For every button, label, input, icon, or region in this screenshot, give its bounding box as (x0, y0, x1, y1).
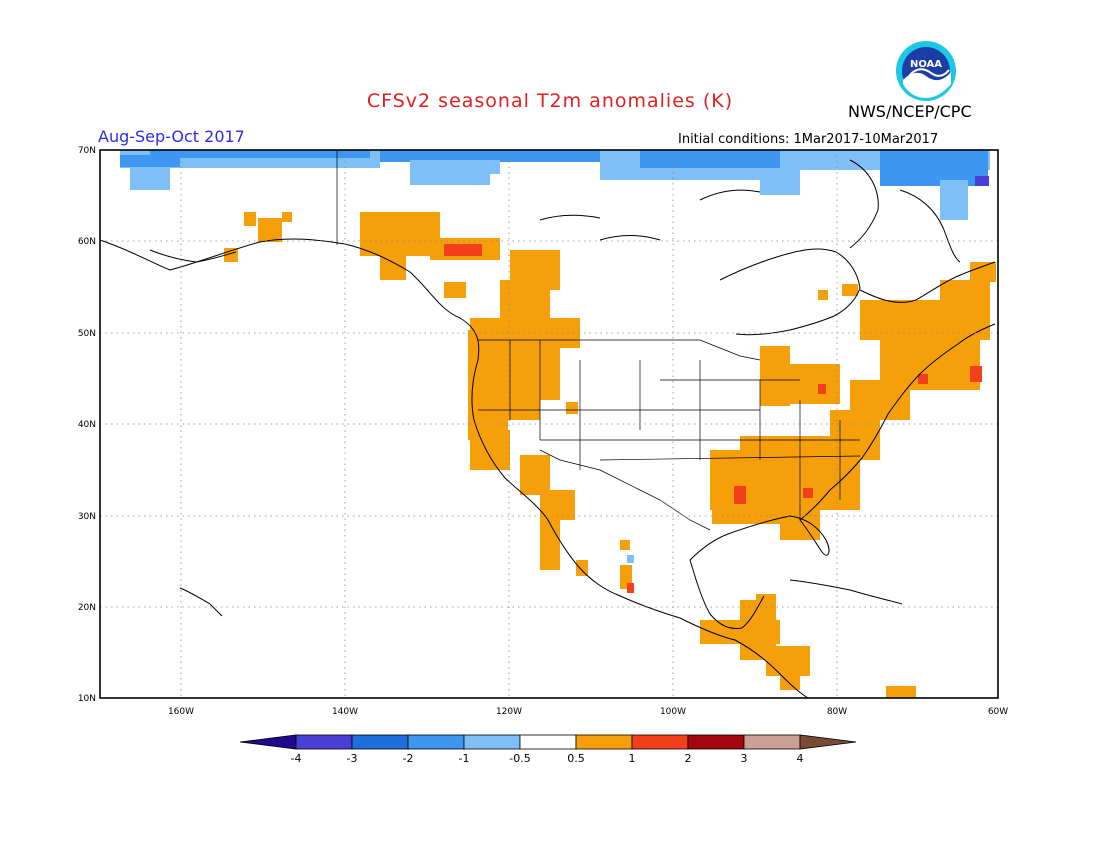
colorbar-legend: -4 -3 -2 -1 -0.5 0.5 1 2 3 4 (239, 734, 857, 765)
lat-label: 50N (78, 329, 96, 339)
colorbar-label: -2 (403, 752, 414, 765)
lon-label: 80W (827, 707, 847, 717)
svg-text:NOAA: NOAA (910, 59, 942, 70)
lon-label: 140W (332, 707, 358, 717)
lat-label: 10N (78, 694, 96, 704)
coastlines (99, 159, 996, 699)
colorbar-label: 1 (629, 752, 636, 765)
lon-label: 120W (496, 707, 522, 717)
graticule (100, 150, 998, 698)
map-frame (99, 149, 999, 699)
lon-label: 60W (988, 707, 1008, 717)
longitude-labels: 160W 140W 120W 100W 80W 60W (168, 707, 1008, 717)
map-title: CFSv2 seasonal T2m anomalies (K) (366, 90, 734, 112)
warm-anomaly-mexico (576, 540, 634, 593)
lat-label: 20N (78, 603, 96, 613)
cold-anomaly-arctic (120, 150, 990, 220)
forecast-period: Aug-Sep-Oct 2017 (98, 127, 245, 146)
lon-label: 100W (660, 707, 686, 717)
latitude-labels: 70N 60N 50N 40N 30N 20N 10N (78, 146, 96, 704)
colorbar-label: 4 (797, 752, 804, 765)
lon-label: 160W (168, 707, 194, 717)
colorbar-label: -0.5 (509, 752, 530, 765)
colorbar-swatch (799, 734, 857, 750)
colorbar-label: 0.5 (567, 752, 585, 765)
colorbar-label: 3 (741, 752, 748, 765)
initial-conditions: Initial conditions: 1Mar2017-10Mar2017 (678, 132, 939, 147)
colorbar-label: -1 (459, 752, 470, 765)
colorbar-swatch (687, 734, 745, 750)
warm-anomaly-canada-west (360, 212, 580, 348)
warm-anomaly-alaska (224, 212, 292, 262)
warm-anomaly-central-america (700, 594, 916, 698)
colorbar-swatch (239, 734, 297, 750)
colorbar-swatch (631, 734, 689, 750)
warm-anomaly-west-us (468, 330, 578, 570)
lat-label: 40N (78, 420, 96, 430)
lat-label: 30N (78, 512, 96, 522)
colorbar-label: 2 (685, 752, 692, 765)
agency-label: NWS/NCEP/CPC (848, 102, 972, 121)
lat-label: 70N (78, 146, 96, 156)
colorbar-label: -3 (347, 752, 358, 765)
lat-label: 60N (78, 237, 96, 247)
colorbar-swatch (519, 734, 577, 750)
noaa-logo-icon: NOAA (896, 41, 956, 101)
warm-anomaly-east-canada (818, 262, 996, 390)
colorbar-swatch (407, 734, 465, 750)
colorbar-swatch (463, 734, 521, 750)
colorbar-label: -4 (291, 752, 302, 765)
state-borders (336, 150, 861, 531)
colorbar-swatch (295, 734, 353, 750)
anomaly-fields (120, 150, 996, 698)
colorbar-swatch (743, 734, 801, 750)
warm-anomaly-southeast-us (710, 346, 910, 540)
colorbar-swatch (575, 734, 633, 750)
colorbar-swatch (351, 734, 409, 750)
